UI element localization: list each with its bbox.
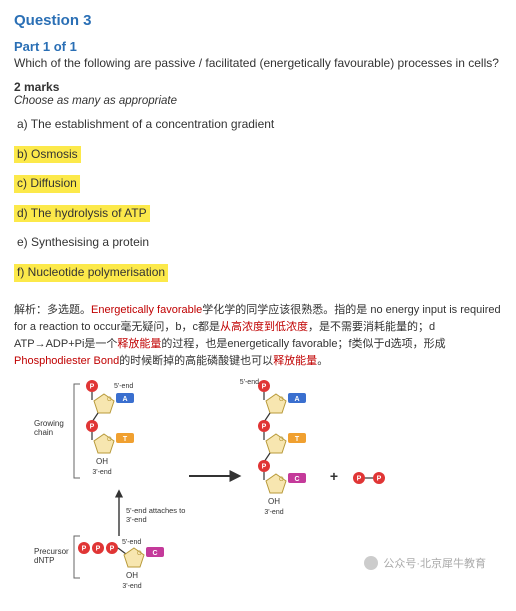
svg-text:P: P (90, 383, 95, 390)
question-title: Question 3 (14, 12, 502, 29)
svg-text:A: A (122, 396, 127, 403)
analysis-r1: Energetically favorable (91, 304, 202, 316)
part-title: Part 1 of 1 (14, 39, 502, 54)
svg-text:P: P (82, 545, 87, 552)
analysis-r2: 从高浓度到低浓度 (220, 321, 308, 333)
svg-text:OH: OH (126, 571, 138, 580)
marks-label: 2 marks (14, 80, 502, 94)
svg-text:T: T (123, 436, 128, 443)
watermark: 公众号·北京犀牛教育 (364, 555, 486, 571)
svg-text:3'-end: 3'-end (126, 515, 147, 524)
svg-text:5'-end: 5'-end (240, 379, 259, 386)
svg-text:C: C (294, 476, 299, 483)
svg-text:3'-end: 3'-end (92, 469, 111, 476)
option-f: f) Nucleotide polymerisation (14, 264, 168, 282)
analysis-prefix: 解析：多选题。 (14, 304, 91, 316)
svg-text:P: P (357, 475, 362, 482)
svg-text:Growing: Growing (34, 419, 64, 428)
svg-text:P: P (262, 383, 267, 390)
option-d: d) The hydrolysis of ATP (14, 205, 150, 223)
svg-text:P: P (90, 423, 95, 430)
svg-text:5'-end: 5'-end (122, 539, 141, 546)
svg-text:+: + (330, 468, 338, 484)
svg-text:P: P (96, 545, 101, 552)
svg-text:T: T (295, 436, 300, 443)
option-b: b) Osmosis (14, 146, 81, 164)
svg-text:3'-end: 3'-end (264, 509, 283, 516)
svg-text:O: O (279, 437, 284, 443)
svg-text:O: O (279, 477, 284, 483)
svg-text:dNTP: dNTP (34, 556, 54, 565)
svg-text:3'-end: 3'-end (122, 583, 141, 590)
analysis-r5: 释放能量 (273, 355, 317, 367)
svg-text:A: A (294, 396, 299, 403)
option-a: a) The establishment of a concentration … (14, 116, 277, 134)
options-list: a) The establishment of a concentration … (14, 110, 502, 288)
analysis-t5: 。 (317, 355, 328, 367)
analysis-r4: Phosphodiester Bond (14, 355, 119, 367)
svg-text:O: O (107, 397, 112, 403)
analysis-r3: 释放能量 (117, 338, 161, 350)
svg-text:5'-end: 5'-end (114, 383, 133, 390)
svg-text:Precursor: Precursor (34, 547, 69, 556)
watermark-text: 公众号·北京犀牛教育 (383, 555, 486, 571)
analysis-t4: 的时候断掉的高能磷酸键也可以 (119, 355, 273, 367)
option-e: e) Synthesising a protein (14, 234, 152, 252)
instruction: Choose as many as appropriate (14, 95, 502, 107)
svg-text:O: O (279, 397, 284, 403)
svg-text:P: P (377, 475, 382, 482)
svg-text:5'-end attaches to: 5'-end attaches to (126, 506, 185, 515)
wechat-icon (364, 556, 378, 570)
option-c: c) Diffusion (14, 175, 80, 193)
analysis-block: 解析：多选题。Energetically favorable学化学的同学应该很熟… (14, 302, 502, 370)
svg-text:OH: OH (96, 457, 108, 466)
svg-text:chain: chain (34, 428, 53, 437)
analysis-t3: 的过程，也是energetically favorable；f类似于d选项，形成 (161, 338, 445, 350)
svg-text:P: P (262, 423, 267, 430)
question-stem: Which of the following are passive / fac… (14, 56, 502, 70)
svg-text:O: O (107, 437, 112, 443)
svg-text:P: P (262, 463, 267, 470)
svg-text:OH: OH (268, 497, 280, 506)
svg-text:P: P (110, 545, 115, 552)
